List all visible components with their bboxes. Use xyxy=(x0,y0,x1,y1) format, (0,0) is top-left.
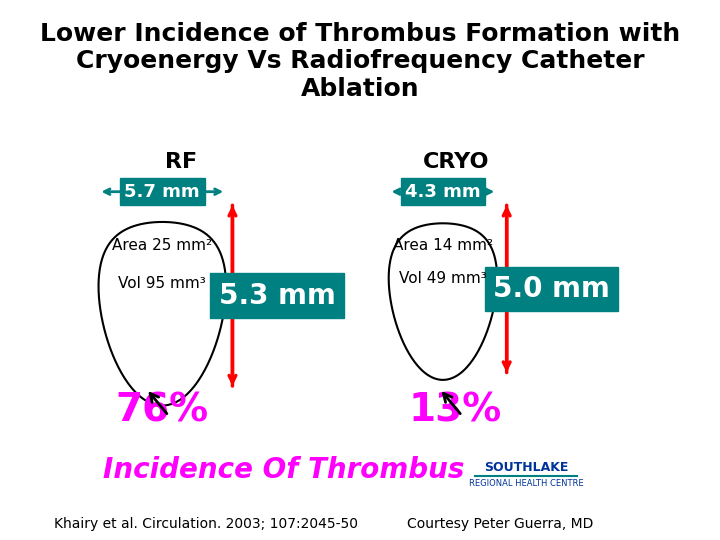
Text: RF: RF xyxy=(166,152,197,172)
Text: Khairy et al. Circulation. 2003; 107:2045-50: Khairy et al. Circulation. 2003; 107:204… xyxy=(54,517,358,531)
Text: 13%: 13% xyxy=(409,392,503,429)
Text: Area 14 mm²: Area 14 mm² xyxy=(393,238,493,253)
Text: 5.3 mm: 5.3 mm xyxy=(219,282,336,309)
Text: 5.7 mm: 5.7 mm xyxy=(125,183,200,201)
Text: Area 25 mm²: Area 25 mm² xyxy=(112,238,212,253)
Text: Courtesy Peter Guerra, MD: Courtesy Peter Guerra, MD xyxy=(407,517,593,531)
Text: Vol 95 mm³: Vol 95 mm³ xyxy=(118,276,206,291)
Text: REGIONAL HEALTH CENTRE: REGIONAL HEALTH CENTRE xyxy=(469,479,583,488)
Text: 5.0 mm: 5.0 mm xyxy=(493,275,610,303)
Text: SOUTHLAKE: SOUTHLAKE xyxy=(484,461,568,474)
Text: 76%: 76% xyxy=(116,392,209,429)
Text: Vol 49 mm³: Vol 49 mm³ xyxy=(399,271,487,286)
Text: 4.3 mm: 4.3 mm xyxy=(405,183,481,201)
Text: Lower Incidence of Thrombus Formation with
Cryoenergy Vs Radiofrequency Catheter: Lower Incidence of Thrombus Formation wi… xyxy=(40,22,680,101)
Text: Incidence Of Thrombus: Incidence Of Thrombus xyxy=(103,456,464,484)
Text: CRYO: CRYO xyxy=(423,152,489,172)
